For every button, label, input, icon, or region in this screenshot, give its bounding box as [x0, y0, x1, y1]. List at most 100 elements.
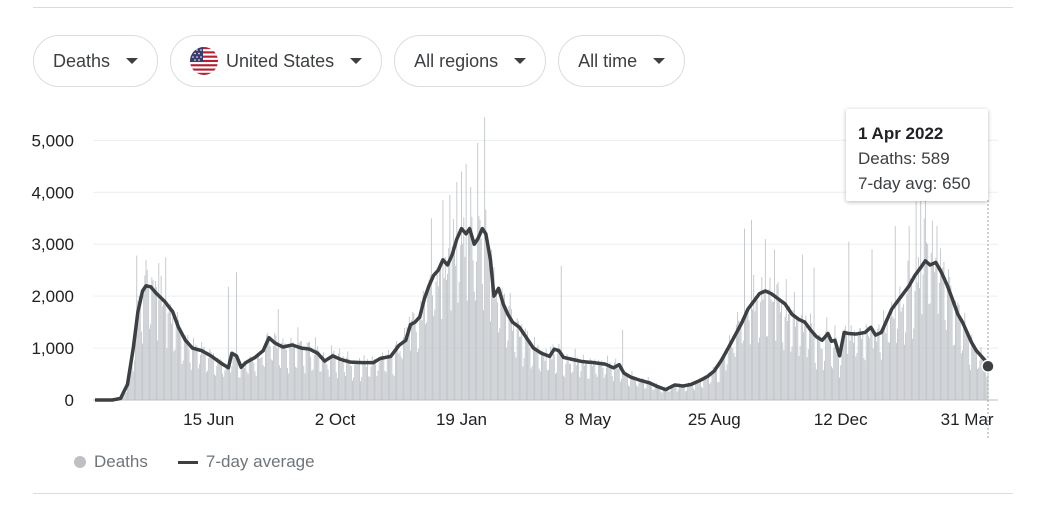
bar	[751, 219, 752, 400]
bar	[196, 346, 198, 400]
bar	[140, 331, 142, 400]
bar	[946, 281, 948, 400]
bar	[377, 370, 379, 400]
bar	[844, 325, 846, 400]
x-tick-label: 31 Mar	[941, 410, 994, 429]
bar	[208, 358, 210, 400]
bar	[302, 346, 304, 400]
bar	[381, 356, 382, 400]
bar	[819, 334, 821, 400]
bar	[450, 310, 452, 400]
bar	[899, 286, 901, 400]
bar	[407, 329, 409, 400]
bar	[253, 362, 255, 400]
bar	[440, 262, 442, 400]
bar	[465, 163, 467, 400]
bar	[764, 239, 766, 400]
bar	[321, 354, 323, 400]
y-tick-label: 3,000	[31, 235, 74, 254]
bar	[701, 386, 702, 400]
bar	[268, 341, 270, 400]
bar	[391, 351, 393, 400]
bar	[341, 361, 343, 400]
bar	[760, 301, 762, 400]
top-divider	[33, 7, 1013, 8]
bar	[223, 376, 225, 400]
bar	[779, 312, 781, 400]
bar	[796, 318, 798, 400]
bar	[165, 257, 167, 400]
bar	[950, 285, 952, 400]
region-dropdown[interactable]: All regions	[394, 35, 547, 87]
bar	[723, 358, 724, 400]
bar	[137, 300, 139, 400]
bar	[737, 312, 738, 400]
bar	[938, 282, 940, 400]
bar	[638, 382, 640, 400]
bar	[243, 366, 244, 400]
bar	[175, 321, 177, 400]
bar	[439, 264, 440, 400]
bar	[295, 366, 297, 400]
bar	[866, 327, 868, 400]
bar	[463, 217, 465, 400]
bar	[317, 346, 319, 400]
bar	[503, 293, 505, 400]
bar	[891, 301, 893, 400]
bar	[356, 364, 358, 400]
chevron-down-icon	[653, 58, 666, 64]
bar	[836, 351, 838, 400]
bar	[580, 371, 582, 400]
bar	[957, 302, 959, 400]
bar	[362, 362, 364, 400]
bar	[359, 357, 360, 400]
bar	[507, 340, 509, 400]
bar	[416, 351, 418, 400]
bar	[188, 349, 190, 400]
period-dropdown[interactable]: All time	[558, 35, 686, 87]
bar	[573, 360, 575, 400]
bar	[681, 384, 683, 400]
bar	[502, 294, 504, 400]
country-dropdown[interactable]: United States	[170, 35, 383, 87]
bar	[464, 256, 466, 400]
bar	[544, 360, 546, 400]
bar	[775, 340, 777, 400]
bar	[617, 368, 619, 400]
bar	[763, 291, 765, 400]
bar	[895, 342, 897, 400]
bar	[288, 373, 290, 400]
bar	[629, 386, 631, 400]
bar	[505, 309, 506, 400]
bar	[612, 381, 614, 400]
bar	[579, 377, 581, 400]
bar	[454, 250, 455, 400]
filter-bar: Deaths	[33, 35, 686, 87]
bar	[860, 328, 861, 400]
bar	[633, 379, 635, 400]
metric-dropdown[interactable]: Deaths	[33, 35, 159, 87]
bar	[128, 376, 130, 400]
bar	[339, 348, 341, 400]
bar	[788, 314, 789, 400]
deaths-chart[interactable]: 0 1,000 2,000 3,000 4,000 5,000 15 Jun 2 Oct 19 …	[0, 0, 1056, 450]
bar	[923, 218, 925, 400]
bar	[260, 357, 262, 400]
bar	[404, 327, 406, 400]
bar	[254, 371, 256, 400]
bar	[887, 342, 889, 400]
bar	[937, 313, 939, 400]
bar	[984, 360, 985, 400]
bar	[942, 267, 944, 400]
bar	[683, 387, 685, 400]
bar	[187, 335, 189, 400]
bar	[432, 295, 433, 400]
bar	[537, 344, 539, 400]
bar	[742, 340, 744, 400]
bar	[334, 356, 336, 400]
bar	[577, 357, 578, 400]
bar	[962, 350, 963, 400]
bar	[354, 362, 356, 400]
bar	[212, 352, 214, 400]
bar	[588, 378, 590, 400]
